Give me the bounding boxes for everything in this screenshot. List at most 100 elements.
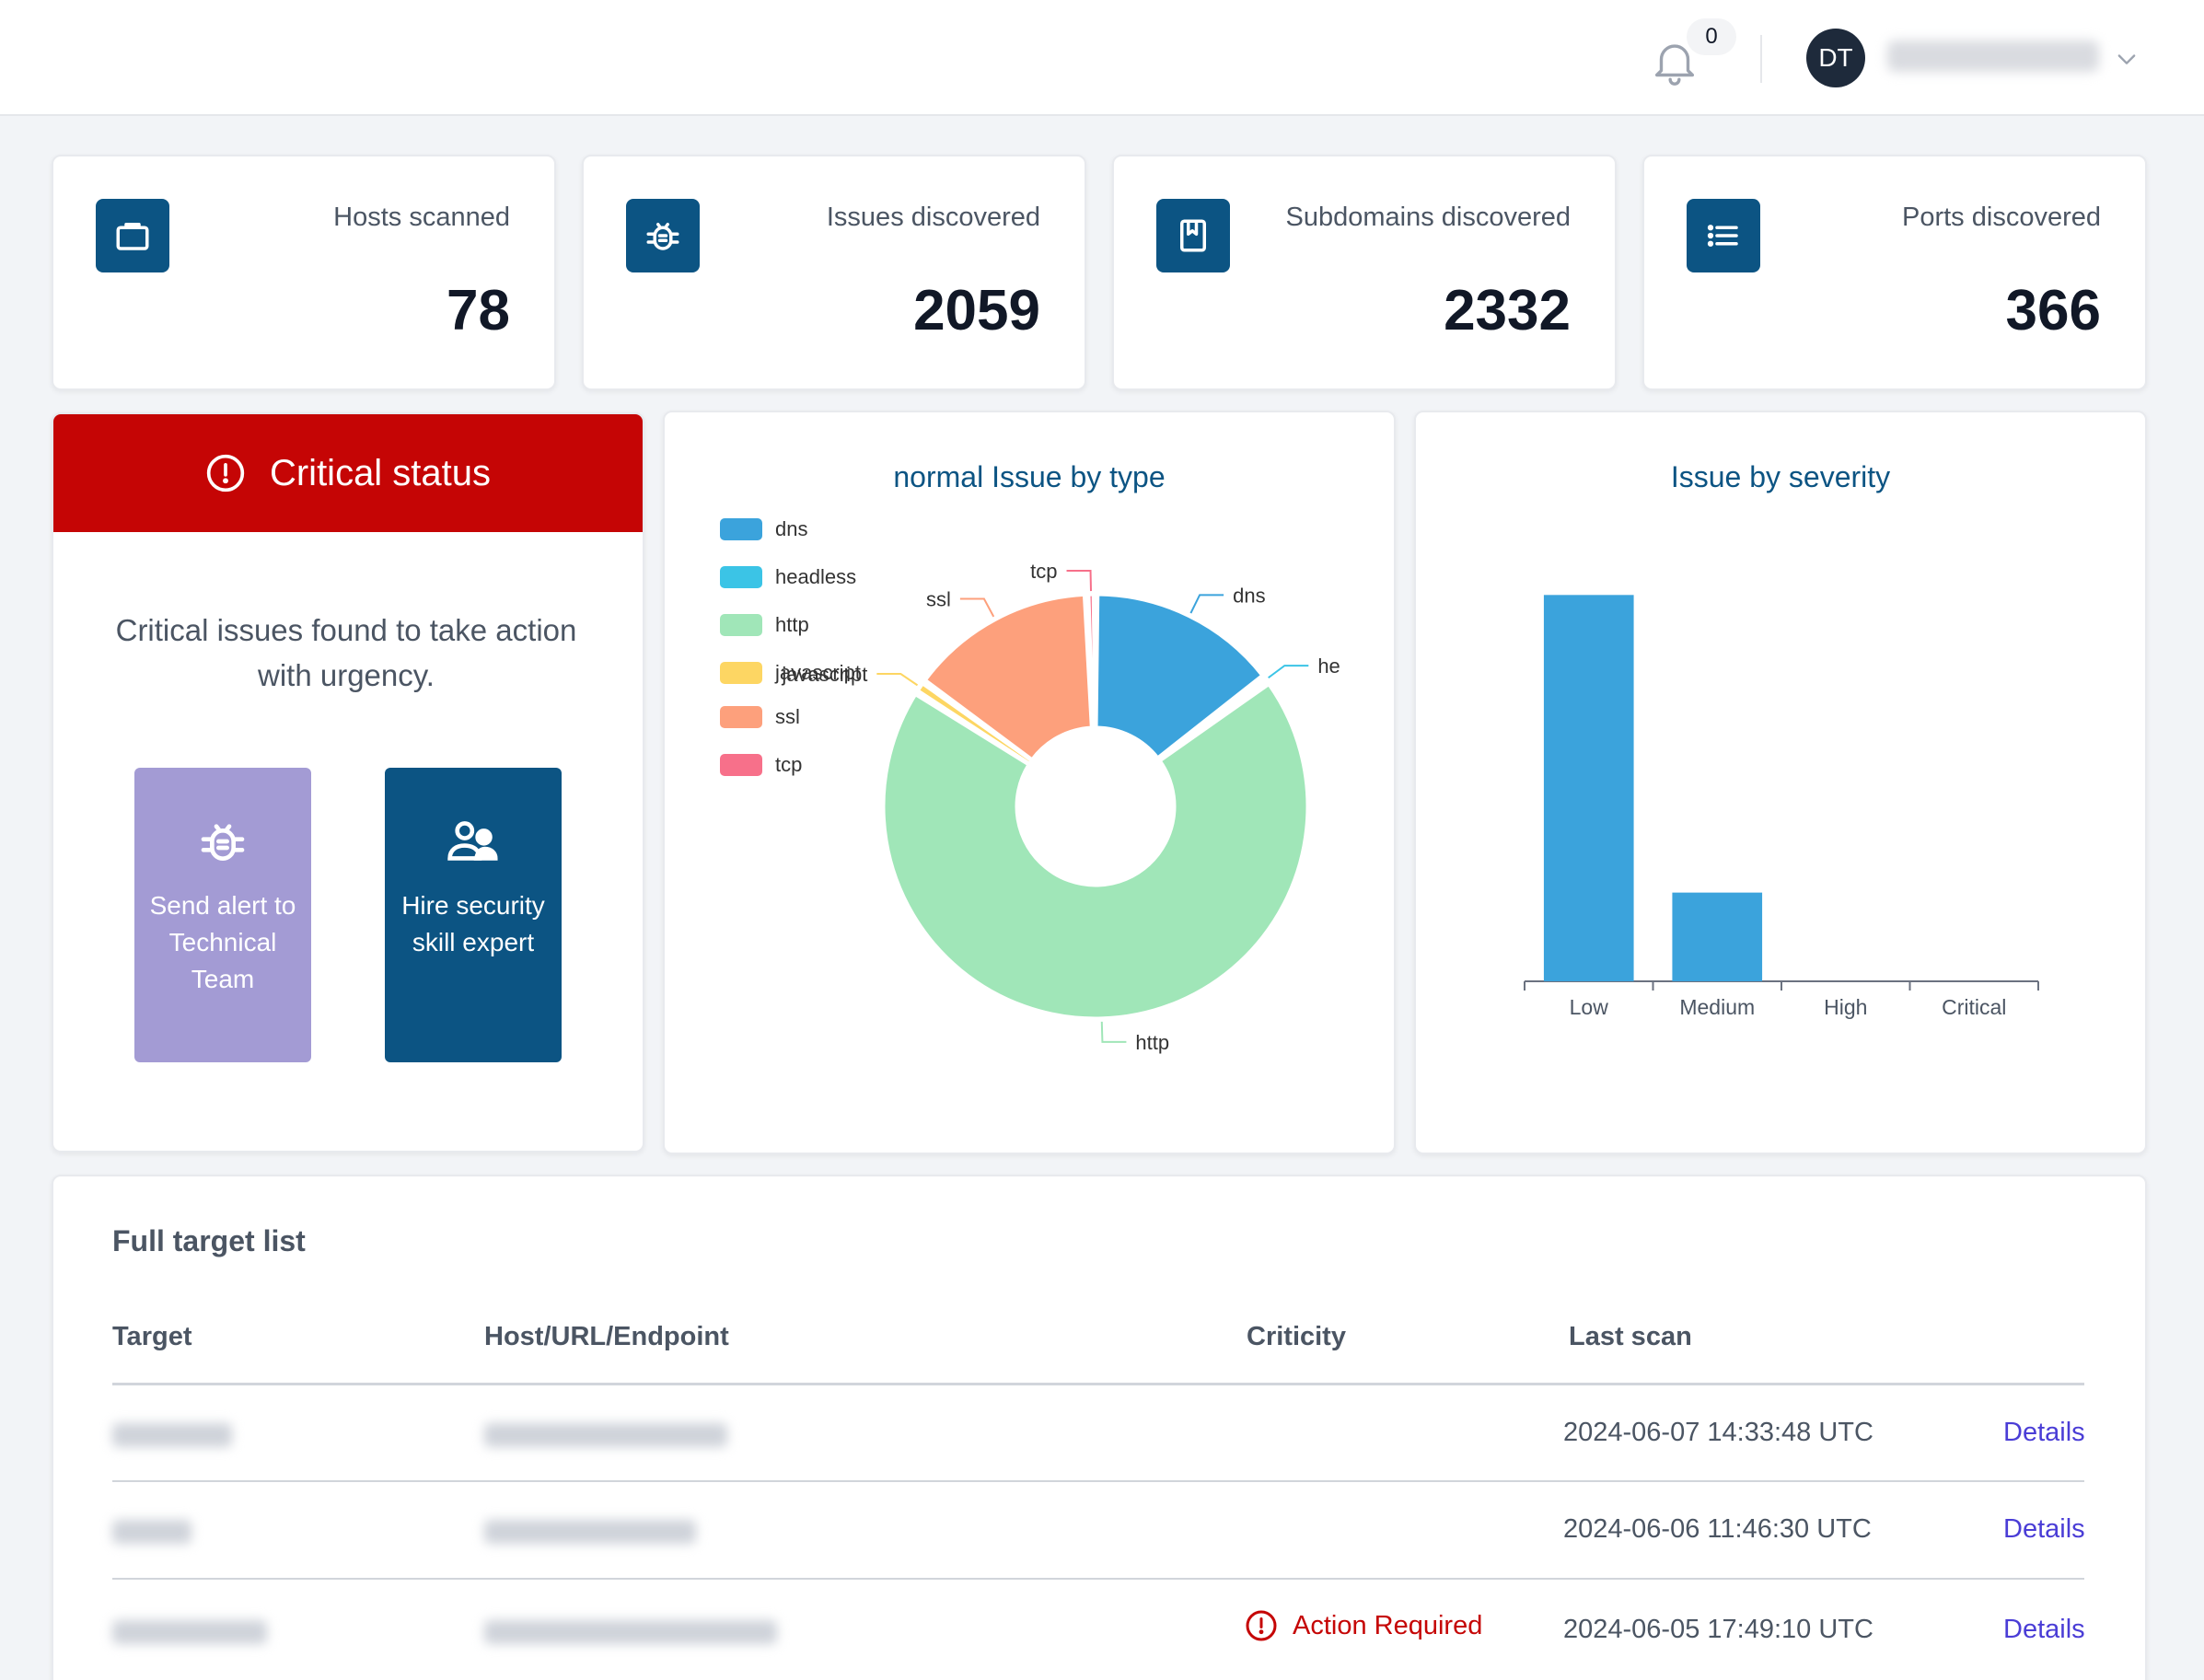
bell-icon[interactable] [1648, 35, 1701, 88]
pie-label-ssl: ssl [926, 587, 951, 610]
column-header-host: Host/URL/Endpoint [484, 1322, 729, 1351]
pie-leader-line [876, 673, 919, 687]
legend-item-headless[interactable]: headless [720, 563, 856, 591]
stat-value: 78 [447, 279, 510, 342]
table-title: Full target list [112, 1224, 306, 1257]
target-cell-redacted [112, 1520, 191, 1544]
notification-count-badge: 0 [1687, 18, 1736, 55]
stat-card-subdomains: Subdomains discovered 2332 [1112, 155, 1617, 390]
legend-label: tcp [775, 753, 803, 776]
critical-status-header: Critical status [53, 414, 643, 532]
send-alert-label: Send alert to Technical Team [149, 891, 296, 993]
criticity-cell: Action Required [1245, 1609, 1482, 1642]
top-bar: 0 DT [0, 0, 2204, 116]
pie-label-he: he [1317, 655, 1340, 678]
pie-slice-dns [1095, 593, 1264, 759]
stat-value: 2332 [1444, 279, 1571, 342]
critical-status-title: Critical status [269, 452, 492, 493]
legend-item-ssl[interactable]: ssl [720, 703, 800, 731]
chart-title: Issue by severity [1670, 460, 1891, 493]
x-tick-label: Low [1570, 995, 1609, 1019]
legend-swatch [720, 706, 762, 728]
legend-swatch [720, 614, 762, 636]
send-alert-button[interactable]: Send alert to Technical Team [134, 768, 311, 1062]
stat-value: 366 [2005, 279, 2101, 342]
last-scan-cell: 2024-06-06 11:46:30 UTC [1563, 1514, 1872, 1544]
legend-item-javascript[interactable]: javascript [720, 659, 861, 687]
issue-by-severity-panel: Issue by severity Low Medium High Critical [1414, 411, 2147, 1154]
bar-medium [1672, 892, 1763, 981]
row-divider [112, 1578, 2084, 1580]
legend-item-http[interactable]: http [720, 611, 809, 639]
pie-leader-line [959, 597, 995, 618]
hire-expert-label: Hire security skill expert [401, 891, 545, 956]
pie-label-tcp: tcp [1030, 560, 1057, 583]
stat-label: Hosts scanned [333, 203, 510, 232]
briefcase-icon [96, 199, 169, 272]
avatar[interactable]: DT [1806, 29, 1865, 87]
last-scan-cell: 2024-06-07 14:33:48 UTC [1563, 1418, 1873, 1447]
hire-expert-button[interactable]: Hire security skill expert [385, 768, 562, 1062]
target-cell-redacted [112, 1423, 232, 1447]
stat-value: 2059 [913, 279, 1040, 342]
details-link[interactable]: Details [2003, 1615, 2085, 1644]
users-icon [447, 821, 498, 861]
chevron-down-icon[interactable] [2114, 46, 2140, 72]
column-header-last-scan: Last scan [1569, 1322, 1692, 1351]
x-tick-label: Medium [1679, 995, 1755, 1019]
pie-leader-line [1066, 570, 1093, 592]
criticity-label: Action Required [1293, 1610, 1483, 1640]
column-header-target: Target [112, 1322, 192, 1351]
last-scan-cell: 2024-06-05 17:49:10 UTC [1563, 1615, 1873, 1644]
chart-title: normal Issue by type [893, 460, 1166, 493]
pie-leader-line [1100, 1021, 1127, 1043]
stat-label: Subdomains discovered [1285, 203, 1571, 232]
x-tick-label: Critical [1942, 995, 2006, 1019]
book-icon [1156, 199, 1230, 272]
host-cell-redacted [484, 1423, 727, 1447]
pie-slice-tcp [1087, 593, 1096, 729]
legend-label: headless [775, 565, 857, 588]
stat-label: Issues discovered [826, 203, 1040, 232]
host-cell-redacted [484, 1520, 696, 1544]
pie-leader-line [1189, 594, 1224, 614]
issue-type-pie-chart: dns he http javascript ssl tcp [781, 560, 1340, 1054]
column-header-criticity: Criticity [1247, 1322, 1346, 1351]
pie-slice-javascript [916, 682, 1033, 765]
issue-by-type-panel: normal Issue by type dns headless http java… [663, 411, 1396, 1154]
alert-circle-icon [206, 454, 245, 492]
alert-circle-icon [1246, 1610, 1277, 1641]
legend-item-tcp[interactable]: tcp [720, 751, 802, 779]
bug-icon [626, 199, 700, 272]
pie-label-javascript: javascript [781, 663, 867, 686]
pie-slice-headless [1157, 678, 1268, 761]
host-cell-redacted [484, 1620, 777, 1644]
legend-swatch [720, 566, 762, 588]
header-divider [1760, 35, 1762, 83]
legend-label: dns [775, 517, 808, 540]
stat-card-issues: Issues discovered 2059 [582, 155, 1086, 390]
legend-item-dns[interactable]: dns [720, 516, 807, 543]
stat-card-ports: Ports discovered 366 [1642, 155, 2147, 390]
issue-severity-bar-chart: Low Medium High Critical [1524, 595, 2039, 1019]
bar-low [1543, 595, 1634, 981]
legend-swatch [720, 754, 762, 776]
legend-swatch [720, 518, 762, 540]
details-link[interactable]: Details [2003, 1418, 2085, 1447]
legend-label: ssl [775, 705, 800, 728]
details-link[interactable]: Details [2003, 1514, 2085, 1544]
username-redacted[interactable] [1887, 41, 2099, 72]
header-divider [112, 1383, 2084, 1385]
pie-slice-http [882, 683, 1309, 1020]
legend-label: http [775, 613, 809, 636]
pie-label-dns: dns [1233, 584, 1265, 607]
pie-slice-ssl [923, 593, 1093, 761]
x-tick-label: High [1824, 995, 1867, 1019]
target-cell-redacted [112, 1620, 267, 1644]
critical-message: Critical issues found to take action wit… [115, 613, 577, 692]
list-icon [1687, 199, 1760, 272]
stat-label: Ports discovered [1902, 203, 2101, 232]
pie-leader-line [1268, 665, 1309, 679]
stat-card-hosts: Hosts scanned 78 [52, 155, 556, 390]
row-divider [112, 1480, 2084, 1482]
